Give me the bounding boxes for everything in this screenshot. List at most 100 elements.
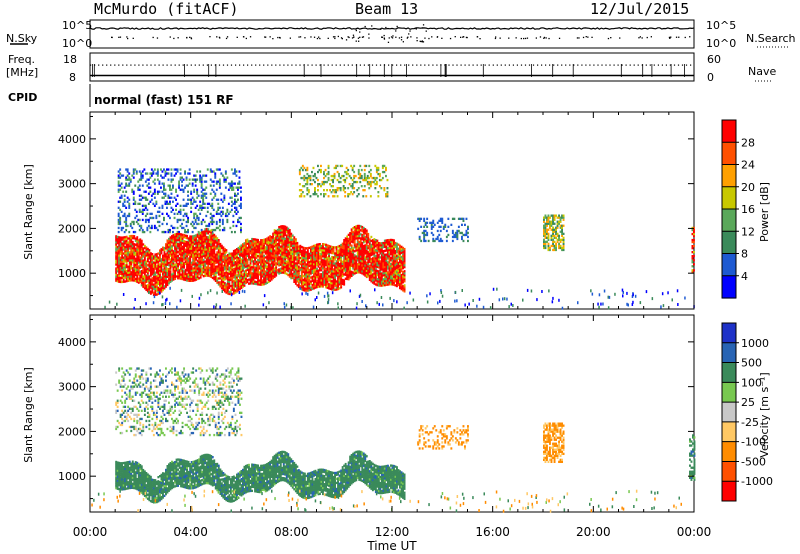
power-cell xyxy=(189,235,192,238)
power-cell xyxy=(390,281,392,284)
power-cell xyxy=(124,246,127,249)
power-cell xyxy=(323,255,326,258)
power-cell xyxy=(146,280,149,283)
power-cell xyxy=(219,285,222,288)
power-cell xyxy=(355,237,358,240)
power-cell xyxy=(139,272,142,275)
power-cell xyxy=(169,230,171,234)
power-cell xyxy=(237,283,240,286)
power-cell xyxy=(160,264,163,267)
power-cell xyxy=(302,254,305,258)
power-cell xyxy=(181,245,184,248)
power-cell xyxy=(214,241,217,244)
power-cell xyxy=(261,261,264,264)
power-cell xyxy=(379,250,382,253)
power-cell xyxy=(267,260,270,263)
power-cell xyxy=(234,255,237,258)
noise-search-dot xyxy=(225,37,228,40)
power-cell xyxy=(399,252,401,255)
power-cell xyxy=(293,276,296,279)
power-cell xyxy=(243,276,246,279)
power-cell xyxy=(261,259,264,262)
power-cell xyxy=(308,268,311,272)
power-cell xyxy=(217,241,220,244)
power-cell xyxy=(229,262,232,266)
power-cell xyxy=(204,256,207,259)
power-cell xyxy=(139,280,142,284)
power-cell xyxy=(305,283,308,286)
power-cell xyxy=(133,279,136,282)
power-cell xyxy=(146,272,149,275)
power-cell xyxy=(172,242,175,245)
power-cell xyxy=(151,279,154,282)
power-cell xyxy=(198,265,201,268)
power-cell xyxy=(376,277,379,281)
power-cell xyxy=(290,248,293,252)
power-cell xyxy=(296,254,299,257)
power-cell xyxy=(115,271,118,274)
power-cell xyxy=(207,232,210,235)
power-cell xyxy=(356,236,359,240)
power-cell xyxy=(128,277,131,280)
power-cell xyxy=(322,259,324,262)
power-cell xyxy=(316,283,318,287)
power-cell xyxy=(136,248,139,251)
power-cell xyxy=(382,280,385,283)
power-cell xyxy=(165,259,167,262)
power-cell xyxy=(130,243,133,246)
power-cell xyxy=(254,250,257,253)
power-cell xyxy=(154,255,157,258)
power-cell xyxy=(163,267,166,270)
power-cell xyxy=(293,260,296,263)
power-cell xyxy=(358,257,361,260)
power-cell xyxy=(267,246,270,249)
power-cell xyxy=(387,243,389,246)
power-cell xyxy=(220,214,223,218)
power-cell xyxy=(263,283,266,286)
noise-search-dot xyxy=(264,36,266,38)
power-cell xyxy=(119,246,122,249)
power-cell xyxy=(326,262,329,265)
power-cell xyxy=(225,267,228,270)
power-cell xyxy=(359,245,362,248)
power-cell xyxy=(229,184,232,187)
power-cell xyxy=(210,255,213,258)
power-cell xyxy=(376,249,379,253)
power-cell xyxy=(236,250,238,253)
power-cell xyxy=(136,246,139,249)
power-cell xyxy=(231,286,234,290)
power-cell xyxy=(358,265,361,268)
power-cell xyxy=(353,268,356,271)
power-cell xyxy=(175,263,178,266)
power-cell xyxy=(187,249,190,252)
nave-dot xyxy=(593,64,595,66)
power-cell xyxy=(356,257,359,260)
power-cell xyxy=(269,243,272,246)
power-cell xyxy=(290,250,293,254)
power-cell xyxy=(332,256,335,259)
nave-dot xyxy=(263,64,265,66)
power-cell xyxy=(270,278,273,281)
power-cell xyxy=(335,274,338,277)
power-cell xyxy=(180,247,183,250)
power-cell xyxy=(213,276,216,279)
power-cell xyxy=(137,251,140,254)
power-cell xyxy=(193,279,196,282)
power-cell xyxy=(311,255,314,258)
power-cell xyxy=(328,265,331,268)
power-cell xyxy=(142,269,145,272)
power-cell xyxy=(237,192,239,195)
power-cell xyxy=(290,273,293,276)
power-cell xyxy=(174,239,177,242)
power-cell xyxy=(270,276,273,279)
power-cell xyxy=(181,247,184,251)
power-cell xyxy=(205,232,208,235)
power-cell xyxy=(228,272,231,275)
power-cell xyxy=(270,264,273,267)
power-cell xyxy=(249,260,252,263)
power-cell xyxy=(322,267,324,270)
power-cell xyxy=(154,257,157,260)
power-cell xyxy=(204,274,207,277)
power-cell xyxy=(189,249,192,252)
power-cell xyxy=(335,280,338,283)
